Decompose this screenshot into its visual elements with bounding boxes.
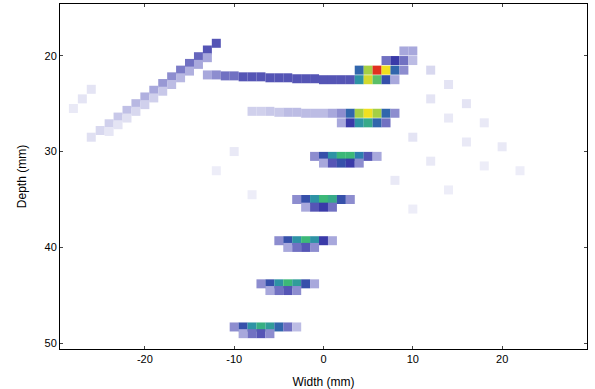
svg-text:40: 40 xyxy=(45,241,57,253)
svg-text:50: 50 xyxy=(45,337,57,349)
svg-text:Depth (mm): Depth (mm) xyxy=(15,145,29,208)
svg-text:-20: -20 xyxy=(137,353,153,365)
svg-text:20: 20 xyxy=(496,353,508,365)
svg-text:0: 0 xyxy=(320,353,326,365)
svg-text:10: 10 xyxy=(407,353,419,365)
svg-text:30: 30 xyxy=(45,145,57,157)
svg-text:Width (mm): Width (mm) xyxy=(293,375,355,389)
svg-text:-10: -10 xyxy=(226,353,242,365)
svg-text:20: 20 xyxy=(45,50,57,62)
